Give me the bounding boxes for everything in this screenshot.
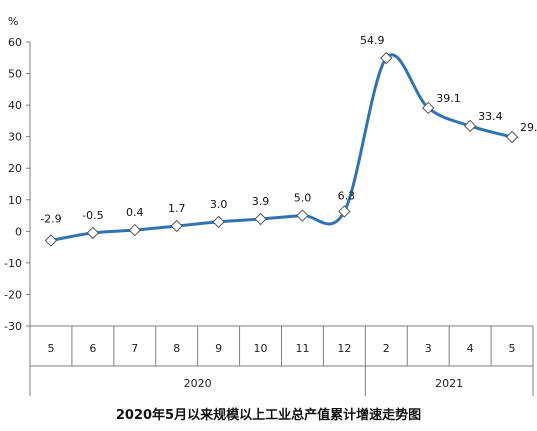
x-tick-label: 3 (425, 342, 432, 355)
x-tick-label: 11 (295, 342, 309, 355)
series-line (50, 53, 513, 242)
data-label: -2.9 (40, 212, 61, 225)
data-point-marker (44, 234, 58, 247)
data-point-marker (296, 209, 309, 222)
y-tick-label: 30 (8, 131, 22, 144)
y-tick-label: 0 (15, 225, 22, 238)
x-tick-label: 2 (383, 342, 390, 355)
y-tick-label: 10 (8, 194, 22, 207)
data-label: 6.3 (338, 189, 356, 202)
x-tick-label: 4 (467, 342, 474, 355)
data-label: 39.1 (436, 92, 461, 105)
y-tick-label: 40 (8, 99, 22, 112)
x-tick-label: 12 (337, 342, 351, 355)
data-point-marker (128, 223, 141, 237)
data-point-marker (422, 101, 435, 115)
data-label: 5.0 (294, 192, 312, 205)
x-tick-label: 6 (89, 342, 96, 355)
y-tick-label: -30 (4, 320, 22, 333)
data-point-marker (338, 205, 351, 218)
data-point-marker (170, 219, 183, 233)
y-tick-label: -20 (4, 288, 22, 301)
data-point-marker (380, 51, 393, 65)
y-tick-label: -10 (4, 257, 22, 270)
x-group-label: 2020 (184, 377, 212, 390)
y-tick-label: 60 (8, 36, 22, 49)
x-tick-label: 7 (131, 342, 138, 355)
y-unit-label: % (8, 15, 18, 28)
data-label: 3.9 (252, 195, 270, 208)
data-label: 3.0 (210, 198, 228, 211)
data-point-marker (463, 119, 477, 133)
data-label: 29.9 (520, 121, 537, 134)
x-group-label: 2021 (435, 377, 463, 390)
x-tick-label: 5 (509, 342, 516, 355)
x-tick-label: 5 (47, 342, 54, 355)
data-point-marker (212, 215, 225, 229)
data-label: 54.9 (360, 34, 385, 47)
data-point-marker (86, 226, 100, 240)
x-tick-label: 10 (254, 342, 268, 355)
chart-title: 2020年5月以来规模以上工业总产值累计增速走势图 (115, 408, 422, 423)
data-point-marker (254, 212, 267, 226)
data-label: 0.4 (126, 206, 144, 219)
x-tick-label: 8 (173, 342, 180, 355)
data-label: 33.4 (478, 110, 503, 123)
y-tick-label: 50 (8, 68, 22, 81)
y-tick-label: 20 (8, 162, 22, 175)
data-label: 1.7 (168, 202, 186, 215)
data-point-marker (505, 130, 519, 144)
data-label: -0.5 (82, 209, 103, 222)
x-tick-label: 9 (215, 342, 222, 355)
